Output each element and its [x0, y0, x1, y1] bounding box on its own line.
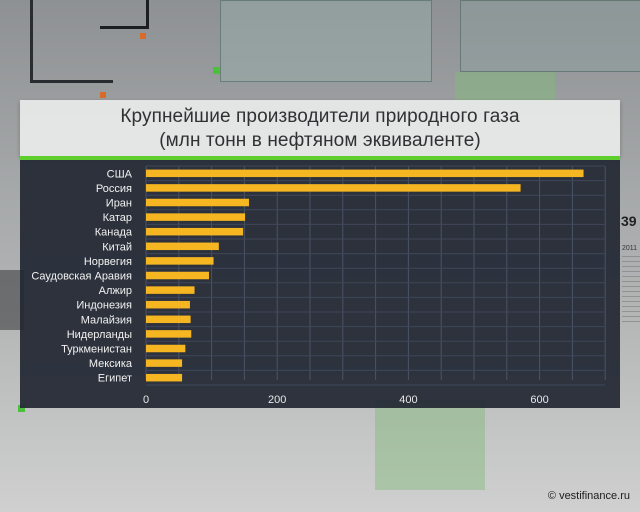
- background-glass-panel: [220, 0, 432, 82]
- category-label: Алжир: [99, 285, 132, 297]
- bar: [146, 300, 190, 309]
- side-panel-year: 2011: [622, 245, 638, 252]
- x-tick-label: 0: [143, 394, 149, 406]
- bar: [146, 330, 192, 338]
- background-frame: [30, 0, 113, 83]
- background-frame: [100, 0, 149, 29]
- category-label: США: [107, 168, 133, 180]
- category-label: Катар: [103, 212, 132, 224]
- bar: [146, 198, 249, 207]
- category-label: Индонезия: [76, 300, 132, 312]
- bar: [146, 242, 219, 251]
- background-marker: [140, 33, 146, 39]
- category-label: Китай: [102, 241, 132, 253]
- background-marker: [213, 67, 220, 74]
- background-green-block: [455, 72, 555, 102]
- background-glass-panel: [460, 0, 640, 72]
- x-tick-label: 400: [399, 394, 417, 406]
- chart-panel: США Россия Иран Катар Канада Китай Норвегия Сау…: [20, 160, 620, 408]
- category-label: Норвегия: [84, 256, 132, 268]
- bar: [146, 344, 186, 353]
- chart-title: Крупнейшие производители природного газа: [120, 106, 520, 127]
- bar: [146, 169, 584, 178]
- background-marker: [18, 405, 25, 412]
- x-tick-label: 600: [530, 394, 548, 406]
- bar-chart: США Россия Иран Катар Канада Китай Норвегия Сау…: [31, 165, 606, 406]
- watermark: © vestifinance.ru: [547, 490, 630, 502]
- bar: [146, 373, 183, 382]
- bar: [146, 227, 244, 236]
- category-label: Малайзия: [81, 314, 132, 326]
- category-label: Канада: [95, 227, 133, 239]
- background-green-block: [375, 400, 485, 490]
- bar: [146, 184, 521, 192]
- background-marker: [100, 92, 106, 98]
- category-label: Россия: [96, 183, 132, 195]
- bar: [146, 213, 246, 221]
- category-label: Египет: [98, 373, 132, 385]
- bar: [146, 271, 209, 280]
- category-label: Саудовская Аравия: [31, 271, 132, 283]
- side-panel-number: 39: [621, 213, 637, 229]
- category-label: Нидерланды: [67, 329, 132, 341]
- category-label: Туркменистан: [61, 344, 132, 356]
- title-accent-bar: [20, 156, 620, 160]
- category-label: Иран: [106, 198, 132, 210]
- chart-title-box: Крупнейшие производители природного газа…: [20, 100, 620, 156]
- side-panel-text-lines: [622, 256, 640, 326]
- chart-subtitle: (млн тонн в нефтяном эквиваленте): [159, 130, 481, 151]
- bar: [146, 315, 191, 324]
- bar: [146, 359, 183, 367]
- bar: [146, 257, 214, 265]
- category-label: Мексика: [89, 358, 133, 370]
- bar: [146, 286, 195, 294]
- x-tick-label: 200: [268, 394, 286, 406]
